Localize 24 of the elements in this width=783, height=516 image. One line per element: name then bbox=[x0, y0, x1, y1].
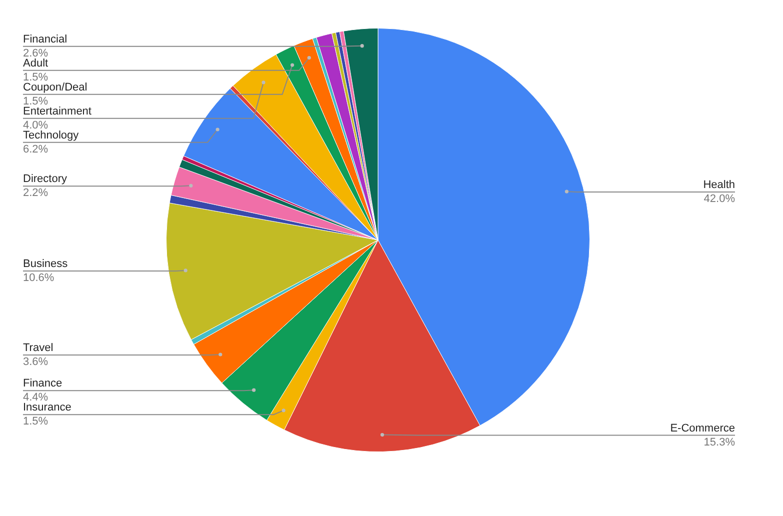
data-label: 4.4% bbox=[23, 392, 48, 404]
slice-label: Coupon/Deal bbox=[23, 81, 88, 94]
data-label: 1.5% bbox=[23, 95, 48, 108]
slice-label: Adult bbox=[23, 57, 48, 70]
data-label: 15.3% bbox=[704, 436, 736, 448]
slice-label: Entertainment bbox=[23, 105, 92, 118]
data-label: 6.2% bbox=[23, 143, 48, 156]
slice-label: Travel bbox=[23, 342, 54, 354]
data-label: 2.6% bbox=[23, 47, 48, 60]
slice-label: Directory bbox=[23, 173, 68, 186]
slice-label: Business bbox=[23, 258, 68, 270]
data-label: 3.6% bbox=[23, 356, 48, 368]
data-label: 1.5% bbox=[23, 416, 48, 428]
slice-label: Financial bbox=[23, 33, 68, 46]
slice-label: Insurance bbox=[23, 402, 72, 414]
slice-label: E-Commerce bbox=[670, 422, 735, 434]
data-label: 10.6% bbox=[23, 272, 54, 284]
data-label: 4.0% bbox=[23, 119, 48, 132]
data-label: 42.0% bbox=[704, 193, 736, 206]
data-label: 2.2% bbox=[23, 187, 48, 200]
slice-label: Finance bbox=[23, 378, 62, 390]
slice-label: Technology bbox=[23, 129, 80, 142]
data-label: 1.5% bbox=[23, 71, 48, 84]
slice-label: Health bbox=[703, 179, 735, 192]
